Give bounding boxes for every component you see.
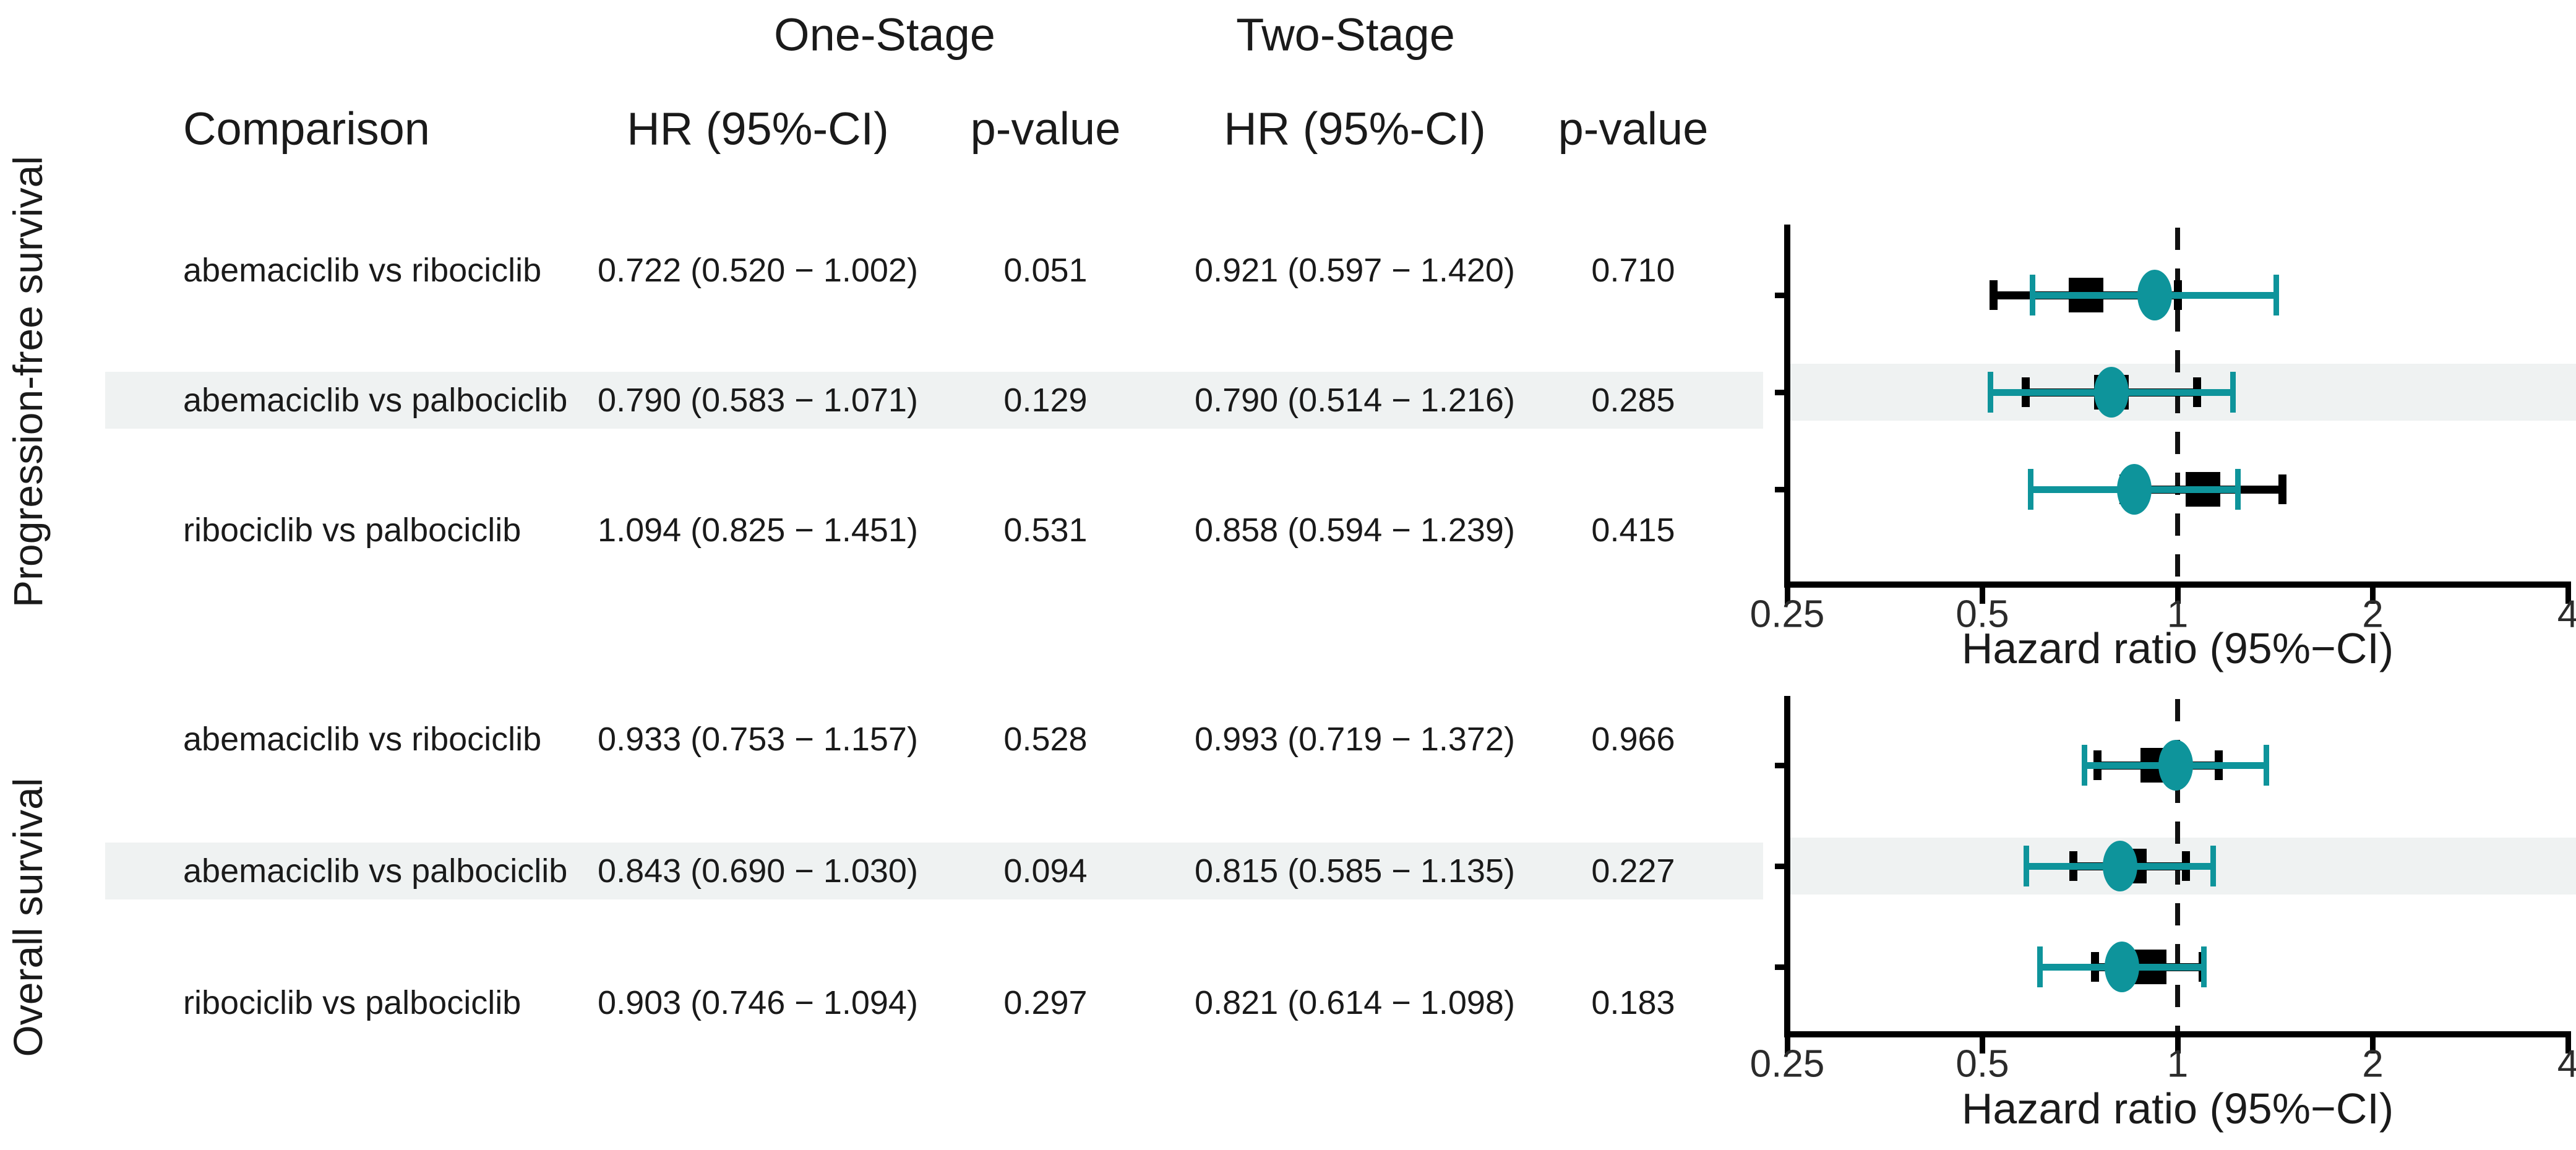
one-stage-hr-ci-value: 0.843 (0.690 − 1.030) [598, 852, 918, 890]
one-stage-hr-ci-value: 0.933 (0.753 − 1.157) [598, 721, 918, 758]
two-stage-ci-cap-high [2235, 469, 2241, 510]
column-header-hr-one-stage: HR (95%-CI) [627, 103, 889, 155]
two-stage-hr-ci-value: 0.790 (0.514 − 1.216) [1195, 382, 1515, 419]
two-stage-hr-ci-value: 0.815 (0.585 − 1.135) [1195, 852, 1515, 890]
two-stage-ci-cap-high [2273, 275, 2280, 315]
column-header-p-two-stage: p-value [1558, 103, 1709, 155]
x-axis-tick [2370, 1037, 2376, 1053]
plot-row-tick [1775, 292, 1787, 298]
two-stage-hr-ci-value: 0.858 (0.594 − 1.239) [1195, 512, 1515, 549]
plot-row-tick [1775, 389, 1787, 395]
one-stage-p-value: 0.297 [1003, 984, 1088, 1021]
x-axis-tick-label: 0.5 [1956, 593, 2009, 636]
two-stage-point-circle [2102, 841, 2137, 891]
column-header-hr-two-stage: HR (95%-CI) [1224, 103, 1486, 155]
one-stage-hr-ci-value: 0.903 (0.746 − 1.094) [598, 984, 918, 1021]
two-stage-ci-cap-low [2029, 275, 2035, 315]
two-stage-hr-ci-value: 0.993 (0.719 − 1.372) [1195, 721, 1515, 758]
x-axis-tick-label: 0.25 [1750, 593, 1825, 636]
row-highlight-band [105, 843, 1763, 899]
two-stage-ci-cap-high [2230, 372, 2236, 413]
plot-row-tick [1775, 964, 1787, 970]
x-axis-tick [2565, 588, 2571, 604]
two-stage-p-value: 0.227 [1591, 852, 1675, 890]
plot-row-tick [1775, 762, 1787, 768]
x-axis-line [1784, 581, 2571, 588]
two-stage-p-value: 0.710 [1591, 252, 1675, 289]
x-axis-line [1784, 1031, 2571, 1037]
x-axis-tick [1784, 588, 1790, 604]
two-stage-p-value: 0.183 [1591, 984, 1675, 1021]
two-stage-p-value: 0.285 [1591, 382, 1675, 419]
one-stage-hr-ci-value: 0.722 (0.520 − 1.002) [598, 252, 918, 289]
column-group-two-stage: Two-Stage [1236, 9, 1455, 61]
comparison-label: ribociclib vs palbociclib [183, 984, 522, 1021]
row-highlight-band [105, 372, 1763, 429]
one-stage-hr-ci-value: 1.094 (0.825 − 1.451) [598, 512, 918, 549]
comparison-label: abemaciclib vs ribociclib [183, 721, 542, 758]
two-stage-ci-cap-low [2037, 946, 2043, 987]
x-axis-tick-label: 1 [2166, 593, 2189, 636]
reference-line-hr1 [2175, 228, 2180, 585]
two-stage-hr-ci-value: 0.821 (0.614 − 1.098) [1195, 984, 1515, 1021]
section-label: Progression-free survival [5, 156, 51, 607]
x-axis-tick [2565, 1037, 2571, 1053]
one-stage-ci-cap-high [2278, 474, 2286, 504]
plot-row-tick [1775, 863, 1787, 869]
x-axis-tick [2175, 588, 2181, 604]
two-stage-ci-cap-high [2201, 946, 2207, 987]
plot-row-tick [1775, 486, 1787, 492]
one-stage-p-value: 0.531 [1003, 512, 1088, 549]
x-axis-title: Hazard ratio (95%−CI) [1961, 1084, 2394, 1133]
comparison-label: abemaciclib vs palbociclib [183, 852, 568, 890]
two-stage-hr-ci-value: 0.921 (0.597 − 1.420) [1195, 252, 1515, 289]
comparison-label: ribociclib vs palbociclib [183, 512, 522, 549]
two-stage-p-value: 0.415 [1591, 512, 1675, 549]
x-axis-tick [1980, 588, 1985, 604]
one-stage-p-value: 0.129 [1003, 382, 1088, 419]
x-axis-tick [2175, 1037, 2181, 1053]
two-stage-point-circle [2137, 270, 2172, 320]
one-stage-ci-cap-low [1989, 280, 1998, 310]
two-stage-ci-cap-low [2082, 745, 2088, 786]
two-stage-ci-cap-low [1987, 372, 1993, 413]
one-stage-p-value: 0.051 [1003, 252, 1088, 289]
x-axis-tick-label: 1 [2166, 1042, 2189, 1086]
y-axis-line [1784, 225, 1790, 588]
two-stage-ci-cap-high [2210, 846, 2217, 886]
x-axis-tick-label: 0.5 [1956, 1042, 2009, 1086]
comparison-label: abemaciclib vs palbociclib [183, 382, 568, 419]
section-label: Overall survival [5, 778, 51, 1057]
column-header-p-one-stage: p-value [970, 103, 1121, 155]
one-stage-p-value: 0.094 [1003, 852, 1088, 890]
two-stage-p-value: 0.966 [1591, 721, 1675, 758]
two-stage-point-circle [2117, 464, 2152, 515]
comparison-label: abemaciclib vs ribociclib [183, 252, 542, 289]
one-stage-hr-ci-value: 0.790 (0.583 − 1.071) [598, 382, 918, 419]
x-axis-tick [1784, 1037, 1790, 1053]
x-axis-tick [1980, 1037, 1985, 1053]
x-axis-tick-label: 2 [2362, 593, 2384, 636]
two-stage-ci-cap-low [2028, 469, 2034, 510]
column-header-comparison: Comparison [183, 103, 430, 155]
x-axis-tick-label: 4 [2557, 1042, 2576, 1086]
two-stage-ci-cap-high [2264, 745, 2270, 786]
two-stage-point-circle [2105, 942, 2140, 992]
two-stage-point-circle [2158, 740, 2193, 791]
x-axis-tick-label: 4 [2557, 593, 2576, 636]
x-axis-tick-label: 0.25 [1750, 1042, 1825, 1086]
column-group-one-stage: One-Stage [774, 9, 995, 61]
two-stage-ci-cap-low [2024, 846, 2030, 886]
x-axis-title: Hazard ratio (95%−CI) [1961, 624, 2394, 672]
x-axis-tick-label: 2 [2362, 1042, 2384, 1086]
x-axis-tick [2370, 588, 2376, 604]
two-stage-point-circle [2093, 367, 2129, 418]
y-axis-line [1784, 696, 1790, 1037]
one-stage-p-value: 0.528 [1003, 721, 1088, 758]
